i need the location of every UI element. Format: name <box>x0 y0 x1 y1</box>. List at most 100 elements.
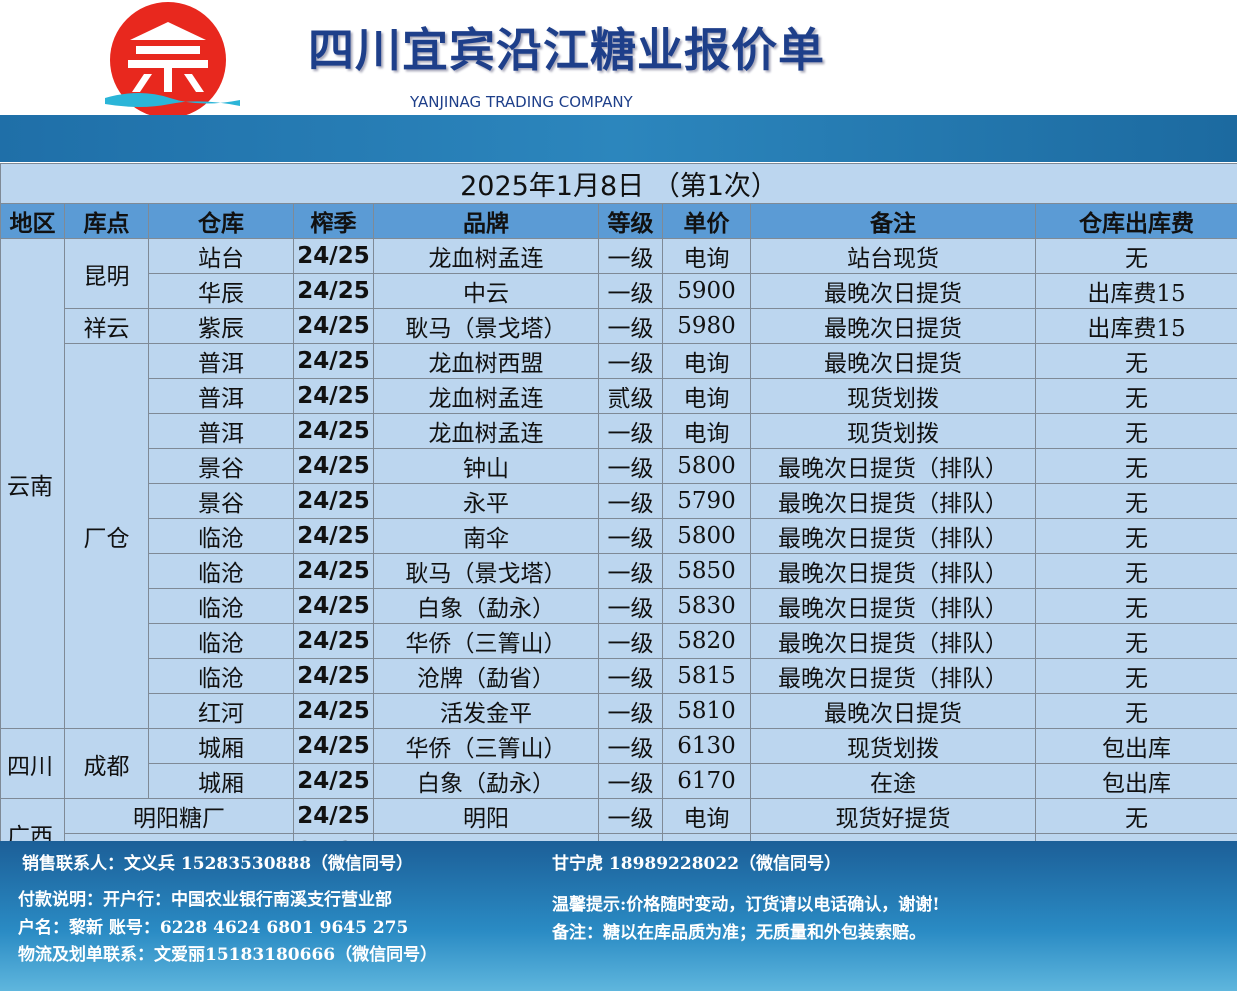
cell: 成都 <box>64 728 149 799</box>
cell: 出库费15 <box>1034 308 1237 344</box>
cell: 在途 <box>750 763 1036 799</box>
cell: 5800 <box>662 518 751 554</box>
cell: 一级 <box>598 763 663 799</box>
cell: 最晚次日提货（排队） <box>750 483 1036 519</box>
data-row: 厂仓 普洱 24/25 龙血树西盟 一级 电询 最晚次日提货无 <box>1 343 1237 729</box>
contact: 甘宁虎 18989228022（微信同号） <box>552 854 842 874</box>
cell: 最晚次日提货（排队） <box>750 588 1036 624</box>
cell: 无 <box>1034 448 1237 484</box>
cell: 临沧 <box>148 553 294 589</box>
cell: 一级 <box>598 693 663 729</box>
header-row: 地区 库点 仓库 榨季 品牌 等级 单价 备注 仓库出库费 <box>0 203 1237 239</box>
cell: 普洱 <box>148 378 294 414</box>
cell: 紫辰 <box>148 308 294 344</box>
data-row: 景谷 24/25 永平 一级 5790 最晚次日提货（排队）无 <box>1 483 1237 519</box>
cell: 24/25 <box>293 343 374 379</box>
data-row: 临沧 24/25 白象（勐永） 一级 5830 最晚次日提货（排队）无 <box>1 588 1237 624</box>
cell: 一级 <box>598 553 663 589</box>
contact: 销售联系人：文义兵 15283530888（微信同号） <box>22 854 414 874</box>
cell: 电询 <box>662 343 751 379</box>
cell: 城厢 <box>148 763 294 799</box>
cell: 无 <box>1034 518 1237 554</box>
header-cell: 单价 <box>662 203 751 239</box>
cell: 24/25 <box>293 693 374 729</box>
cell: 5820 <box>662 623 751 659</box>
cell: 24/25 <box>293 238 374 274</box>
cell: 临沧 <box>148 588 294 624</box>
payment: 付款说明：开户行：中国农业银行南溪支行营业部 <box>18 890 392 910</box>
cell: 临沧 <box>148 623 294 659</box>
cell: 贰级 <box>598 378 663 414</box>
cell: 无 <box>1034 413 1237 449</box>
cell: 一级 <box>598 238 663 274</box>
cell: 5815 <box>662 658 751 694</box>
cell: 一级 <box>598 623 663 659</box>
cell: 24/25 <box>293 308 374 344</box>
cell: 5810 <box>662 693 751 729</box>
cell: 24/25 <box>293 518 374 554</box>
cell: 24/25 <box>293 413 374 449</box>
cell: 钟山 <box>373 448 599 484</box>
cell: 无 <box>1034 483 1237 519</box>
cell: 包出库 <box>1034 728 1237 764</box>
cell: 5850 <box>662 553 751 589</box>
cell: 一级 <box>598 588 663 624</box>
cell: 现货划拨 <box>750 413 1036 449</box>
cell: 出库费15 <box>1034 273 1237 309</box>
cell: 一级 <box>598 658 663 694</box>
cell: 龙血树孟连 <box>373 413 599 449</box>
cell: 最晚次日提货（排队） <box>750 623 1036 659</box>
cell: 最晚次日提货 <box>750 343 1036 379</box>
cell: 24/25 <box>293 658 374 694</box>
logo <box>105 2 240 115</box>
cell: 5980 <box>662 308 751 344</box>
cell: 24/25 <box>293 273 374 309</box>
cell: 最晚次日提货 <box>750 273 1036 309</box>
header-cell: 等级 <box>598 203 663 239</box>
cell: 现货划拨 <box>750 378 1036 414</box>
cell: 电询 <box>662 798 751 834</box>
header-cell: 榨季 <box>293 203 374 239</box>
logistics: 物流及划单联系：文爱丽15183180666（微信同号） <box>18 945 438 965</box>
cell: 龙血树孟连 <box>373 238 599 274</box>
cell: 24/25 <box>293 378 374 414</box>
header-cell: 品牌 <box>373 203 599 239</box>
cell: 一级 <box>598 448 663 484</box>
cell: 昆明 <box>64 238 149 309</box>
cell: 24/25 <box>293 483 374 519</box>
cell: 最晚次日提货（排队） <box>750 658 1036 694</box>
footer: 销售联系人：文义兵 15283530888（微信同号） 甘宁虎 18989228… <box>0 841 1237 991</box>
price-table: 2025年1月8日 （第1次） 地区 库点 仓库 榨季 品牌 等级 单价 备注 仓库出库费 云南 昆明… <box>0 163 1237 869</box>
cell: 无 <box>1034 798 1237 834</box>
cell: 最晚次日提货（排队） <box>750 448 1036 484</box>
cell: 5900 <box>662 273 751 309</box>
account: 户名：黎新 账号：6228 4624 6801 9645 275 <box>18 918 409 938</box>
cell: 一级 <box>598 308 663 344</box>
cell: 白象（勐永） <box>373 763 599 799</box>
cell: 华辰 <box>148 273 294 309</box>
cell: 普洱 <box>148 343 294 379</box>
cell: 中云 <box>373 273 599 309</box>
cell: 无 <box>1034 553 1237 589</box>
title: 四川宜宾沿江糖业报价单 <box>308 23 825 77</box>
header-cell: 库点 <box>64 203 149 239</box>
cell: 电询 <box>662 413 751 449</box>
data-row: 临沧 24/25 南伞 一级 5800 最晚次日提货（排队）无 <box>1 518 1237 554</box>
cell: 24/25 <box>293 728 374 764</box>
cell: 城厢 <box>148 728 294 764</box>
cell: 白象（勐永） <box>373 588 599 624</box>
data-row: 云南 昆明 站台 24/25 龙血树孟连 一级 电询 站台现货无 <box>0 238 1237 729</box>
header-cell: 地区 <box>0 203 65 239</box>
cell: 一级 <box>598 518 663 554</box>
data-row: 华辰 24/25 中云 一级 5900 最晚次日提货 出库费15 <box>1 273 1237 309</box>
header-cell: 仓库出库费 <box>1034 203 1237 239</box>
data-row: 城厢 24/25 白象（勐永） 一级 6170 在途 包出库 <box>1 763 1237 799</box>
cell: 四川 <box>0 728 65 799</box>
cell: 永平 <box>373 483 599 519</box>
cell: 无 <box>1034 588 1237 624</box>
cell: 无 <box>1034 658 1237 694</box>
cell: 24/25 <box>293 448 374 484</box>
cell: 24/25 <box>293 798 374 834</box>
table: 2025年1月8日 （第1次） 地区 库点 仓库 榨季 品牌 等级 单价 备注 仓库出库费 云南 昆明… <box>0 163 1237 869</box>
cell: 一级 <box>598 798 663 834</box>
